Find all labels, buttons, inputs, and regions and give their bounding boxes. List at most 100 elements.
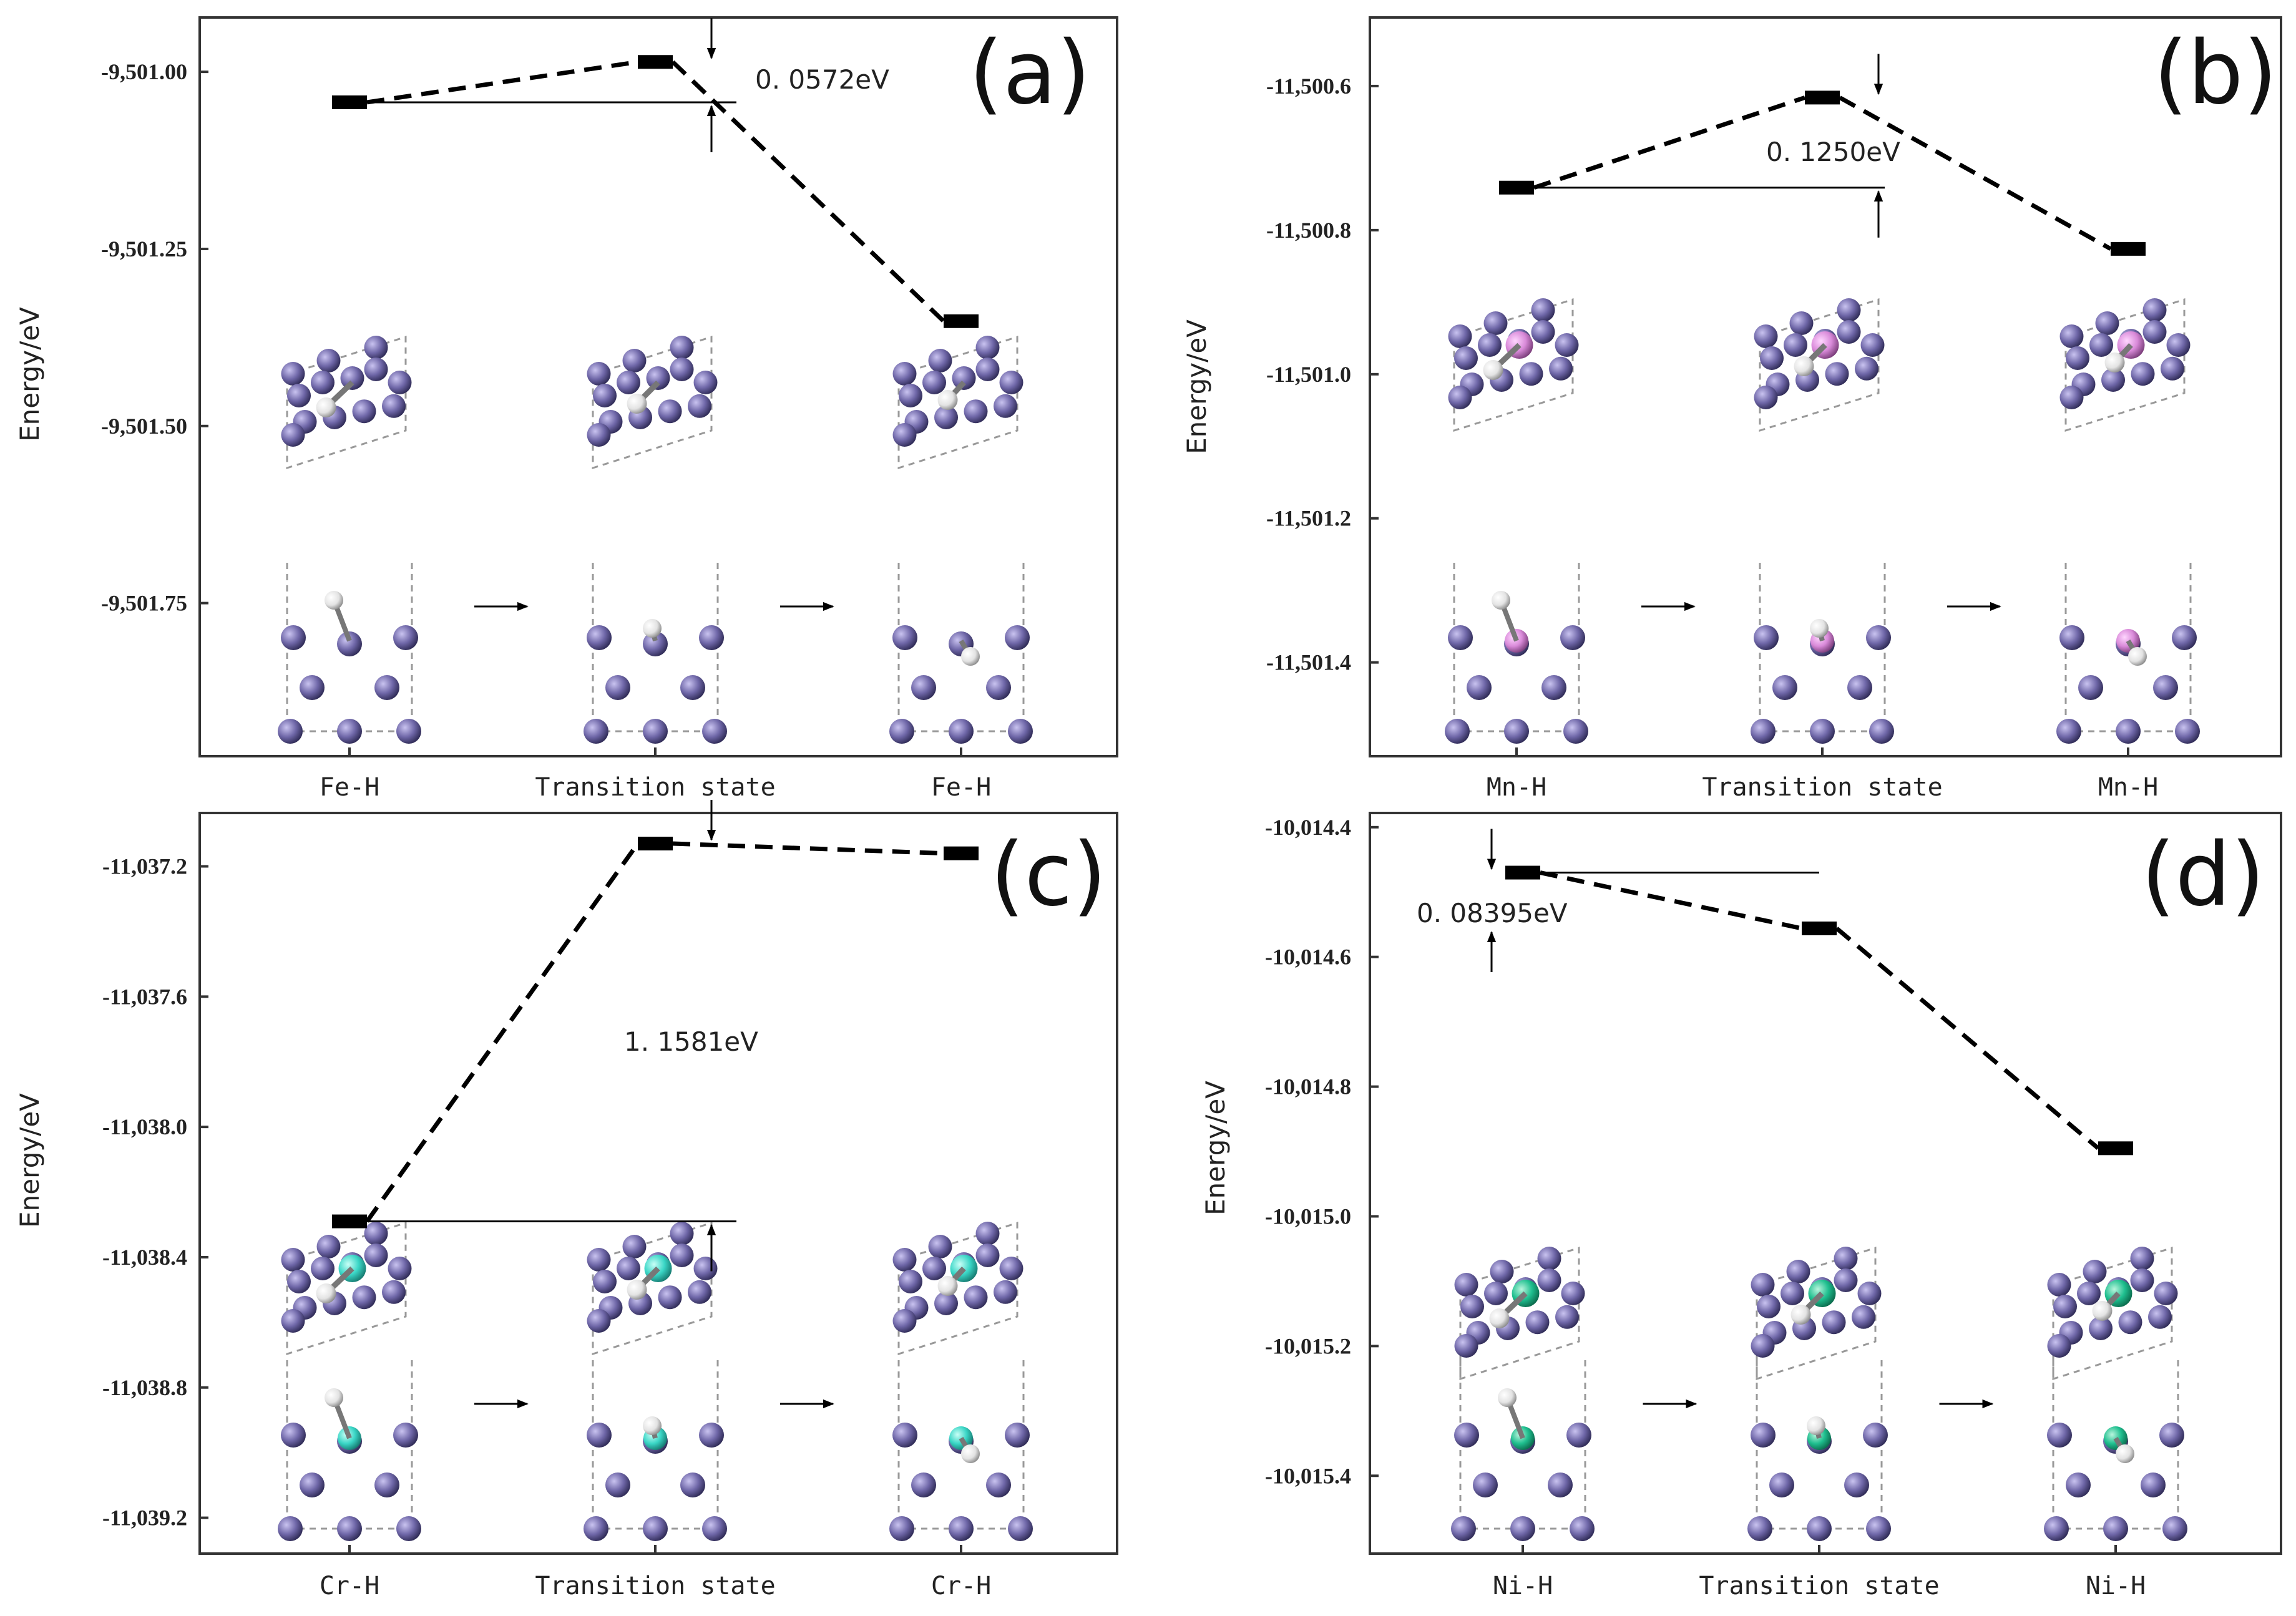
metal-atom (1490, 1260, 1514, 1283)
metal-atom (281, 625, 306, 650)
pathway-connector (1835, 927, 2100, 1151)
metal-atom (928, 1235, 952, 1258)
hydrogen-atom (325, 1388, 343, 1407)
metal-atom (374, 675, 399, 700)
panel-c: Energy/eV -11,037.2 -11,037.6 -11,038.0 … (14, 799, 1118, 1600)
y-tick-label: -9,501.00 (101, 59, 187, 84)
metal-atom (949, 1516, 974, 1541)
metal-atom (300, 1472, 325, 1497)
metal-atom (1448, 386, 1472, 409)
y-tick-label: -11,501.4 (1266, 650, 1351, 675)
hydrogen-atom (937, 1276, 958, 1296)
metal-atom (1549, 356, 1573, 381)
y-tick-label: -10,015.2 (1265, 1333, 1351, 1358)
x-tick-label: Transition state (1702, 773, 1942, 802)
structure-model (278, 1221, 421, 1541)
energy-level-bar (944, 314, 979, 328)
structure-model (2044, 1246, 2187, 1541)
metal-atom (2066, 1472, 2091, 1497)
pathway-connector (1540, 870, 1802, 931)
pathway-connector (672, 841, 944, 856)
metal-atom (658, 399, 682, 424)
metal-atom (1747, 1516, 1772, 1541)
metal-atom (1857, 1282, 1882, 1305)
metal-atom (1008, 719, 1033, 744)
pathway-connector (365, 842, 640, 1223)
plot-frame (198, 16, 1118, 757)
metal-atom (670, 1222, 694, 1245)
structure-model (278, 335, 421, 744)
y-tick-label: -11,037.6 (102, 984, 187, 1009)
metal-atom (670, 358, 694, 381)
metal-atom (1448, 625, 1473, 650)
metal-atom (1531, 320, 1555, 344)
metal-atom (337, 719, 362, 744)
energy-level-bar (2111, 241, 2146, 256)
metal-atom (1822, 1310, 1846, 1335)
metal-atom (1869, 719, 1894, 744)
metal-atom (964, 1285, 988, 1310)
metal-atom (928, 349, 952, 372)
metal-atom (680, 675, 705, 700)
metal-atom (699, 625, 724, 650)
metal-atom (2044, 1516, 2069, 1541)
metal-atom (949, 719, 974, 744)
x-tick-label: Cr-H (931, 1572, 991, 1600)
metal-atom (911, 1472, 936, 1497)
metal-atom (396, 719, 421, 744)
y-tick-labels: -11,037.2 -11,037.6 -11,038.0 -11,038.4 … (102, 854, 187, 1531)
metal-atom (388, 1257, 412, 1280)
metal-atom (1548, 1472, 1573, 1497)
metal-atom (1555, 333, 1579, 357)
metal-atom (2118, 1310, 2142, 1335)
x-tick-label: Ni-H (1493, 1572, 1553, 1600)
metal-atom (2047, 1273, 2071, 1297)
y-tick-labels: -11,500.6 -11,500.8 -11,501.0 -11,501.2 … (1266, 74, 1351, 675)
metal-atom (1005, 625, 1030, 650)
panel-label: (b) (2154, 22, 2277, 124)
metal-atom (337, 1516, 362, 1541)
y-tick-label: -10,014.4 (1265, 815, 1351, 840)
metal-atom (952, 366, 976, 390)
metal-atom (643, 719, 668, 744)
metal-atom (605, 675, 630, 700)
metal-atom (1866, 625, 1891, 650)
metal-atom (1570, 1516, 1595, 1541)
hydrogen-atom (1790, 1305, 1811, 1325)
metal-atom (1784, 333, 1807, 357)
metal-atom (699, 1423, 724, 1448)
metal-atom (2161, 356, 2184, 381)
hydrogen-atom (1483, 360, 1503, 380)
metal-atom (584, 1516, 608, 1541)
energy-level-bar (1805, 90, 1840, 105)
y-tick-label: -11,500.8 (1266, 218, 1351, 243)
hydrogen-atom (2116, 1444, 2134, 1463)
x-tick-label: Mn-H (1487, 773, 1546, 802)
hydrogen-atom (1498, 1388, 1517, 1407)
metal-atom (1863, 1423, 1888, 1448)
energy-level-bar (1499, 180, 1534, 195)
metal-atom (986, 1472, 1011, 1497)
y-tick-label: -10,014.8 (1265, 1074, 1351, 1099)
metal-atom (1837, 298, 1861, 322)
barrier-label: 0. 1250eV (1766, 137, 1900, 167)
metal-atom (680, 1472, 705, 1497)
metal-atom (1454, 1423, 1479, 1448)
metal-atom (2154, 1282, 2178, 1305)
metal-atom (1566, 1423, 1591, 1448)
metal-atom (1789, 311, 1814, 335)
hydrogen-atom (2092, 1301, 2113, 1321)
metal-atom (1451, 1516, 1476, 1541)
metal-atom (892, 1423, 917, 1448)
metal-atom (278, 719, 303, 744)
panel-d: Energy/eV -10,014.4 -10,014.6 -10,014.8 … (1200, 812, 2282, 1600)
metal-atom (587, 1423, 612, 1448)
metal-atom (1445, 719, 1470, 744)
metal-atom (1807, 1516, 1832, 1541)
metal-atom (1541, 675, 1566, 700)
metal-atom (2059, 625, 2084, 650)
metal-atom (994, 394, 1017, 418)
metal-atom (2077, 1282, 2101, 1305)
hydrogen-atom (1807, 1416, 1825, 1435)
metal-atom (281, 1423, 306, 1448)
